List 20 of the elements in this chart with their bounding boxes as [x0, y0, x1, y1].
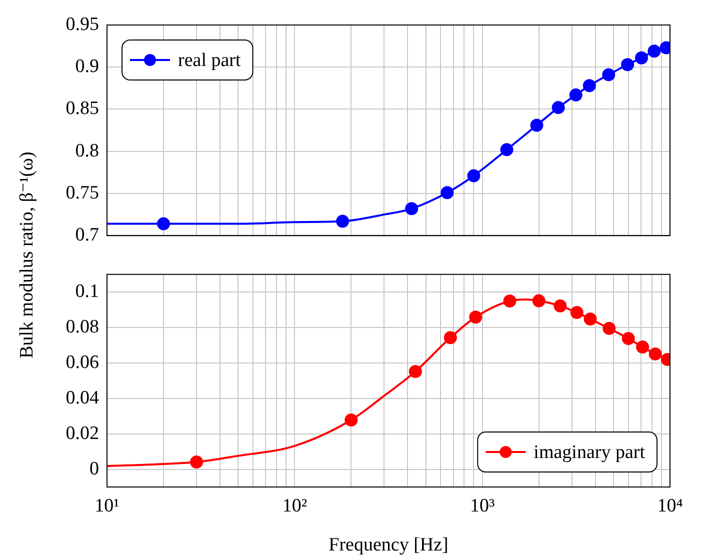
- y-axis-title: Bulk modulus ratio, β⁻¹(ω): [16, 152, 38, 358]
- y-tick-label: 0.1: [75, 281, 99, 302]
- legend-label: imaginary part: [534, 442, 646, 463]
- y-tick-label: 0.75: [66, 182, 99, 204]
- x-axis-title: Frequency [Hz]: [328, 534, 448, 556]
- y-tick-label: 0.8: [75, 140, 99, 162]
- y-tick-label: 0.7: [75, 224, 99, 246]
- y-tick-label: 0.9: [75, 56, 99, 78]
- y-tick-label: 0.06: [66, 352, 99, 373]
- y-tick-label: 0.02: [66, 422, 99, 444]
- x-tick-label: 10⁴: [657, 495, 684, 516]
- y-tick-label: 0: [90, 458, 99, 480]
- x-tick-label: 10³: [470, 495, 495, 516]
- y-tick-label: 0.08: [66, 316, 99, 338]
- x-tick-label: 10¹: [94, 495, 120, 516]
- y-tick-label: 0.04: [66, 387, 100, 408]
- legend-label: real part: [178, 50, 242, 71]
- y-tick-label: 0.85: [66, 98, 99, 120]
- y-tick-label: 0.95: [66, 14, 99, 35]
- x-tick-label: 10²: [282, 495, 308, 516]
